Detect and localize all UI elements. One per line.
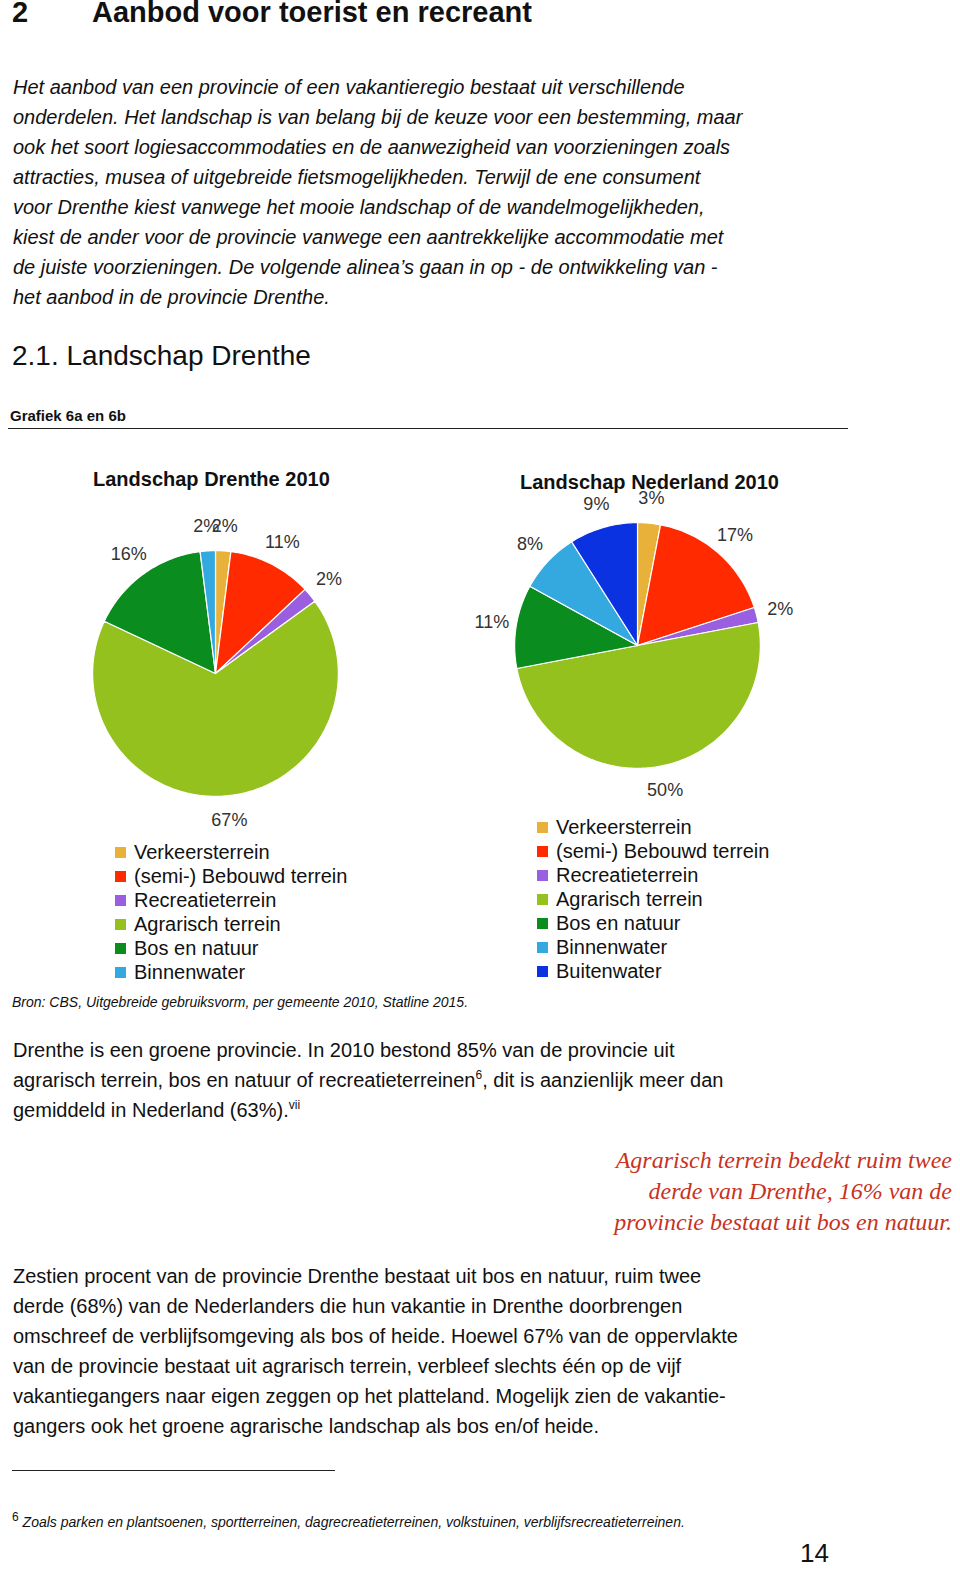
- html-text:Agrarisch terrein: Agrarisch terrein: [134, 913, 281, 935]
- html-text:Bos en natuur: Bos en natuur: [134, 937, 259, 959]
- html-text:Recreatieterrein: Recreatieterrein: [556, 864, 699, 886]
- svg-text:16%: 16%: [111, 544, 147, 564]
- html-text:(semi-) Bebouwd terrein: (semi-) Bebouwd terrein: [556, 840, 770, 862]
- html-text:gemiddeld in Nederland (63%).v: gemiddeld in Nederland (63%).vii: [13, 1098, 301, 1121]
- html-text:voor Drenthe kiest vanwege het: voor Drenthe kiest vanwege het mooie lan…: [13, 196, 705, 218]
- html-text:Zestien procent van de provinc: Zestien procent van de provincie Drenthe…: [13, 1265, 702, 1287]
- svg-text:11%: 11%: [475, 612, 510, 632]
- svg-text:11%: 11%: [265, 532, 300, 552]
- html-text:2.1. Landschap Drenthe: 2.1. Landschap Drenthe: [12, 340, 311, 371]
- html-text:Agrarisch terrein: Agrarisch terrein: [556, 888, 703, 910]
- svg-text:2%: 2%: [767, 599, 793, 619]
- html-text:Landschap Nederland 2010: Landschap Nederland 2010: [520, 471, 779, 493]
- html-text:Bron: CBS, Uitgebreide gebruik: Bron: CBS, Uitgebreide gebruiksvorm, per…: [12, 994, 468, 1010]
- svg-text:2%: 2%: [211, 516, 238, 537]
- html-text:derde van Drenthe, 16% van de: derde van Drenthe, 16% van de: [648, 1178, 952, 1204]
- html-text:vakantiegangers naar eigen zeg: vakantiegangers naar eigen zeggen op het…: [13, 1385, 726, 1407]
- html-text:Buitenwater: Buitenwater: [556, 960, 662, 982]
- html-text:6Zoals parken en plantsoenen,: 6Zoals parken en plantsoenen, sportterre…: [12, 1510, 685, 1530]
- html-text:agrarisch terrein, bos en natu: agrarisch terrein, bos en natuur of recr…: [13, 1068, 724, 1091]
- html-text:gangers ook het groene agraris: gangers ook het groene agrarische landsc…: [13, 1415, 599, 1437]
- html-text:Verkeersterrein: Verkeersterrein: [556, 816, 692, 838]
- html-text:derde (68%) van de Nederlander: derde (68%) van de Nederlanders die hun …: [13, 1295, 683, 1317]
- html-text:het aanbod in de provincie Dre: het aanbod in de provincie Drenthe.: [13, 286, 330, 308]
- html-text:Bos en natuur: Bos en natuur: [556, 912, 681, 934]
- html-text:attracties, musea of uitgebrei: attracties, musea of uitgebreide fietsmo…: [13, 166, 701, 188]
- html-text:Verkeersterrein: Verkeersterrein: [134, 841, 270, 863]
- html-text:Agrarisch terrein bedekt ruim: Agrarisch terrein bedekt ruim twee: [615, 1147, 952, 1173]
- svg-text:2%: 2%: [316, 569, 342, 589]
- svg-text:2%: 2%: [193, 516, 219, 536]
- html-text:Binnenwater: Binnenwater: [134, 961, 246, 983]
- html-text:Recreatieterrein: Recreatieterrein: [134, 889, 277, 911]
- svg-text:8%: 8%: [517, 534, 543, 554]
- svg-text:67%: 67%: [211, 810, 247, 830]
- html-text:Drenthe is een groene provinci: Drenthe is een groene provincie. In 2010…: [13, 1039, 675, 1061]
- html-text:Binnenwater: Binnenwater: [556, 936, 668, 958]
- html-text:omschreef de verblijfsomgeving: omschreef de verblijfsomgeving als bos o…: [13, 1325, 738, 1347]
- html-text:Landschap Drenthe 2010: Landschap Drenthe 2010: [93, 468, 330, 490]
- html-text:onderdelen. Het landschap is v: onderdelen. Het landschap is van belang …: [13, 106, 743, 128]
- html-text:14: 14: [800, 1538, 829, 1568]
- svg-text:9%: 9%: [583, 494, 609, 514]
- html-text:(semi-) Bebouwd terrein: (semi-) Bebouwd terrein: [134, 865, 348, 887]
- svg-text:50%: 50%: [647, 780, 683, 800]
- html-text:Het aanbod van een provincie o: Het aanbod van een provincie of een vaka…: [13, 76, 685, 98]
- html-text:de juiste voorzieningen. De vo: de juiste voorzieningen. De volgende ali…: [13, 256, 718, 278]
- html-text:kiest de ander voor de provinc: kiest de ander voor de provincie vanwege…: [13, 226, 724, 248]
- html-text:Grafiek 6a en 6b: Grafiek 6a en 6b: [10, 407, 126, 424]
- svg-text:3%: 3%: [638, 488, 665, 509]
- html-text:ook het soort logiesaccommodat: ook het soort logiesaccommodaties en de …: [13, 136, 731, 158]
- svg-text:17%: 17%: [717, 525, 753, 545]
- html-text:provincie bestaat uit bos en n: provincie bestaat uit bos en natuur.: [614, 1209, 952, 1235]
- html-text:van de provincie bestaat uit a: van de provincie bestaat uit agrarisch t…: [13, 1355, 682, 1377]
